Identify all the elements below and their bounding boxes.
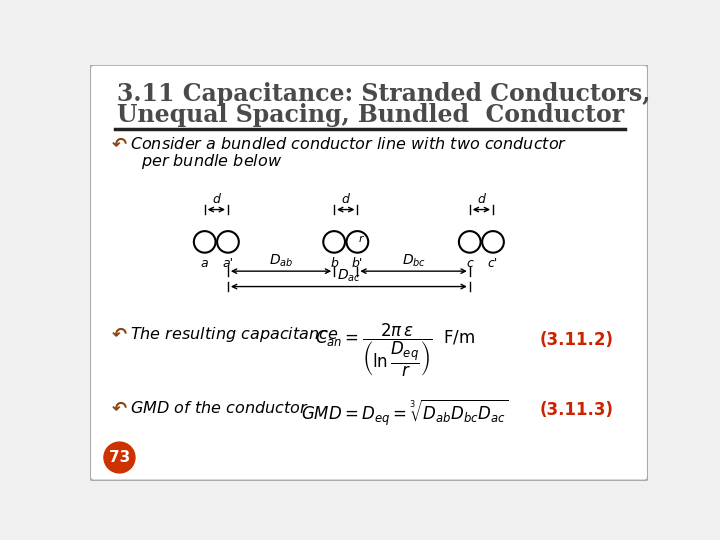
Text: $\mathit{per\ bundle\ below}$: $\mathit{per\ bundle\ below}$ xyxy=(141,152,282,171)
Text: d: d xyxy=(477,193,485,206)
Text: $\mathit{GMD} = D_{eq} = \sqrt[3]{D_{ab}D_{bc}D_{ac}}$: $\mathit{GMD} = D_{eq} = \sqrt[3]{D_{ab}… xyxy=(301,398,508,428)
Text: $D_{bc}$: $D_{bc}$ xyxy=(402,253,426,269)
Text: d: d xyxy=(342,193,350,206)
Text: $\mathit{The\ resulting\ capacitance}$: $\mathit{The\ resulting\ capacitance}$ xyxy=(130,325,339,344)
Text: $D_{ab}$: $D_{ab}$ xyxy=(269,253,293,269)
Text: c': c' xyxy=(488,256,498,269)
Text: ↶: ↶ xyxy=(112,400,127,418)
Text: $D_{ac}$: $D_{ac}$ xyxy=(337,268,361,284)
Text: b': b' xyxy=(352,256,363,269)
Circle shape xyxy=(104,442,135,473)
Text: c: c xyxy=(467,256,473,269)
Text: ↶: ↶ xyxy=(112,136,127,154)
FancyBboxPatch shape xyxy=(90,65,648,481)
Text: a': a' xyxy=(222,256,233,269)
Text: (3.11.2): (3.11.2) xyxy=(539,331,613,349)
Text: r: r xyxy=(359,234,364,244)
Text: (3.11.3): (3.11.3) xyxy=(539,401,613,419)
Text: ↶: ↶ xyxy=(112,325,127,343)
Text: $\mathit{Consider\ a\ bundled\ conductor\ line\ with\ two\ conductor}$: $\mathit{Consider\ a\ bundled\ conductor… xyxy=(130,136,567,152)
Text: b: b xyxy=(330,256,338,269)
Text: $\mathit{GMD\ of\ the\ conductor}$: $\mathit{GMD\ of\ the\ conductor}$ xyxy=(130,400,310,416)
Text: Unequal Spacing, Bundled  Conductor: Unequal Spacing, Bundled Conductor xyxy=(117,103,624,127)
Text: $C_{an} = \dfrac{2\pi\,\varepsilon}{\left(\ln\dfrac{D_{eq}}{r}\right)}\ \ \mathr: $C_{an} = \dfrac{2\pi\,\varepsilon}{\lef… xyxy=(315,322,475,379)
Text: 73: 73 xyxy=(109,450,130,465)
Text: 3.11 Capacitance: Stranded Conductors,: 3.11 Capacitance: Stranded Conductors, xyxy=(117,82,650,106)
Text: a: a xyxy=(201,256,209,269)
Text: d: d xyxy=(212,193,220,206)
